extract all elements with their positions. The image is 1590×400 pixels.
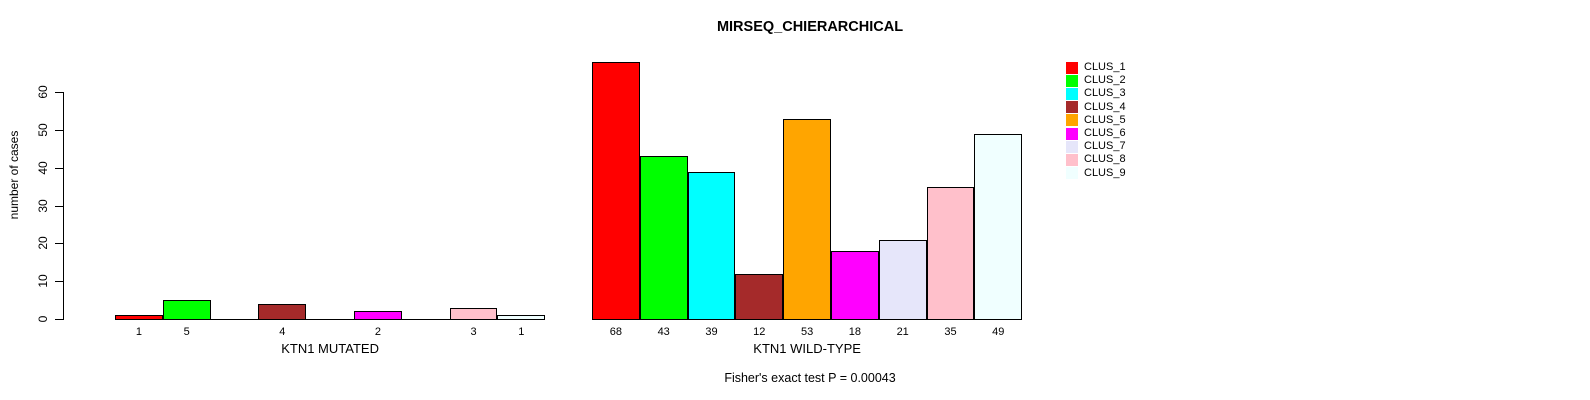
bar-CLUS_9 [974,134,1023,320]
y-tick-mark [55,205,63,207]
y-tick-label: 30 [36,198,50,213]
bar-CLUS_1 [115,315,163,320]
legend-item-CLUS_8: CLUS_8 [1066,153,1126,166]
legend-label: CLUS_3 [1084,87,1126,100]
legend-swatch-icon [1066,101,1078,114]
y-tick-label: 60 [36,85,50,99]
zero-baseline [115,319,546,320]
bar-CLUS_4 [258,304,307,320]
bar-CLUS_6 [831,251,879,320]
y-tick-mark [55,319,63,320]
bar-value-label: 43 [657,326,670,338]
group-axis-title: KTN1 WILD-TYPE [753,341,861,356]
y-tick-mark [55,243,63,245]
bar-CLUS_2 [162,300,211,320]
bar-CLUS_3 [687,172,736,320]
bar-CLUS_6 [354,311,402,320]
legend-swatch-icon [1066,74,1078,87]
bar-CLUS_1 [592,62,640,320]
fisher-test-note: Fisher's exact test P = 0.00043 [724,371,896,385]
legend-item-CLUS_2: CLUS_2 [1066,74,1126,87]
bar-value-label: 18 [848,326,862,338]
bar-CLUS_2 [639,156,688,320]
legend-label: CLUS_2 [1084,74,1126,87]
bar-value-label: 3 [470,326,477,338]
y-tick-mark [55,92,63,94]
bar-CLUS_4 [735,274,784,320]
y-tick-label: 0 [36,315,50,323]
bar-CLUS_8 [926,187,975,320]
legend-label: CLUS_1 [1084,61,1126,74]
legend-swatch-icon [1066,61,1078,74]
bar-value-label: 5 [183,326,190,338]
bar-value-label: 39 [705,326,718,338]
legend-label: CLUS_6 [1084,127,1126,140]
bar-CLUS_7 [878,240,927,320]
legend-item-CLUS_5: CLUS_5 [1066,114,1126,127]
legend-item-CLUS_9: CLUS_9 [1066,167,1126,180]
legend-swatch-icon [1066,140,1078,153]
legend-swatch-icon [1066,87,1078,100]
legend-item-CLUS_7: CLUS_7 [1066,140,1126,153]
bar-value-label: 35 [944,326,957,338]
legend: CLUS_1 CLUS_2 CLUS_3 CLUS_4 CLUS_5 CLUS_6 CLUS… [1066,61,1126,180]
bar-value-label: 68 [609,326,623,338]
y-tick-label: 20 [36,236,50,251]
bar-CLUS_8 [449,308,498,320]
bar-value-label: 4 [279,326,286,338]
bar-value-label: 12 [753,326,766,338]
y-tick-label: 10 [36,274,50,288]
bar-value-label: 53 [800,326,814,338]
bar-value-label: 2 [374,326,381,338]
legend-label: CLUS_9 [1084,166,1126,179]
legend-item-CLUS_4: CLUS_4 [1066,101,1126,114]
bar-value-label: 49 [992,326,1005,338]
legend-label: CLUS_4 [1084,100,1126,113]
legend-item-CLUS_1: CLUS_1 [1066,61,1126,74]
y-axis-label: number of cases [7,130,21,220]
chart-title: MIRSEQ_CHIERARCHICAL [716,19,904,35]
legend-swatch-icon [1066,114,1078,127]
y-axis [63,92,64,320]
bar-value-label: 1 [135,326,142,338]
legend-label: CLUS_7 [1084,140,1126,153]
bar-CLUS_9 [497,315,546,320]
y-tick-label: 50 [36,123,50,137]
group-axis-title: KTN1 MUTATED [281,341,379,356]
bar-value-label: 1 [518,326,525,338]
y-tick-label: 40 [36,161,50,175]
y-tick-mark [55,281,63,283]
y-tick-mark [55,130,63,131]
bar-CLUS_5 [783,119,831,320]
legend-item-CLUS_3: CLUS_3 [1066,87,1126,100]
y-tick-mark [55,167,63,169]
bar-value-label: 21 [896,326,909,338]
legend-label: CLUS_5 [1084,113,1126,126]
legend-label: CLUS_8 [1084,153,1126,166]
legend-swatch-icon [1066,127,1078,140]
legend-swatch-icon [1066,167,1078,180]
legend-swatch-icon [1066,153,1078,166]
legend-item-CLUS_6: CLUS_6 [1066,127,1126,140]
